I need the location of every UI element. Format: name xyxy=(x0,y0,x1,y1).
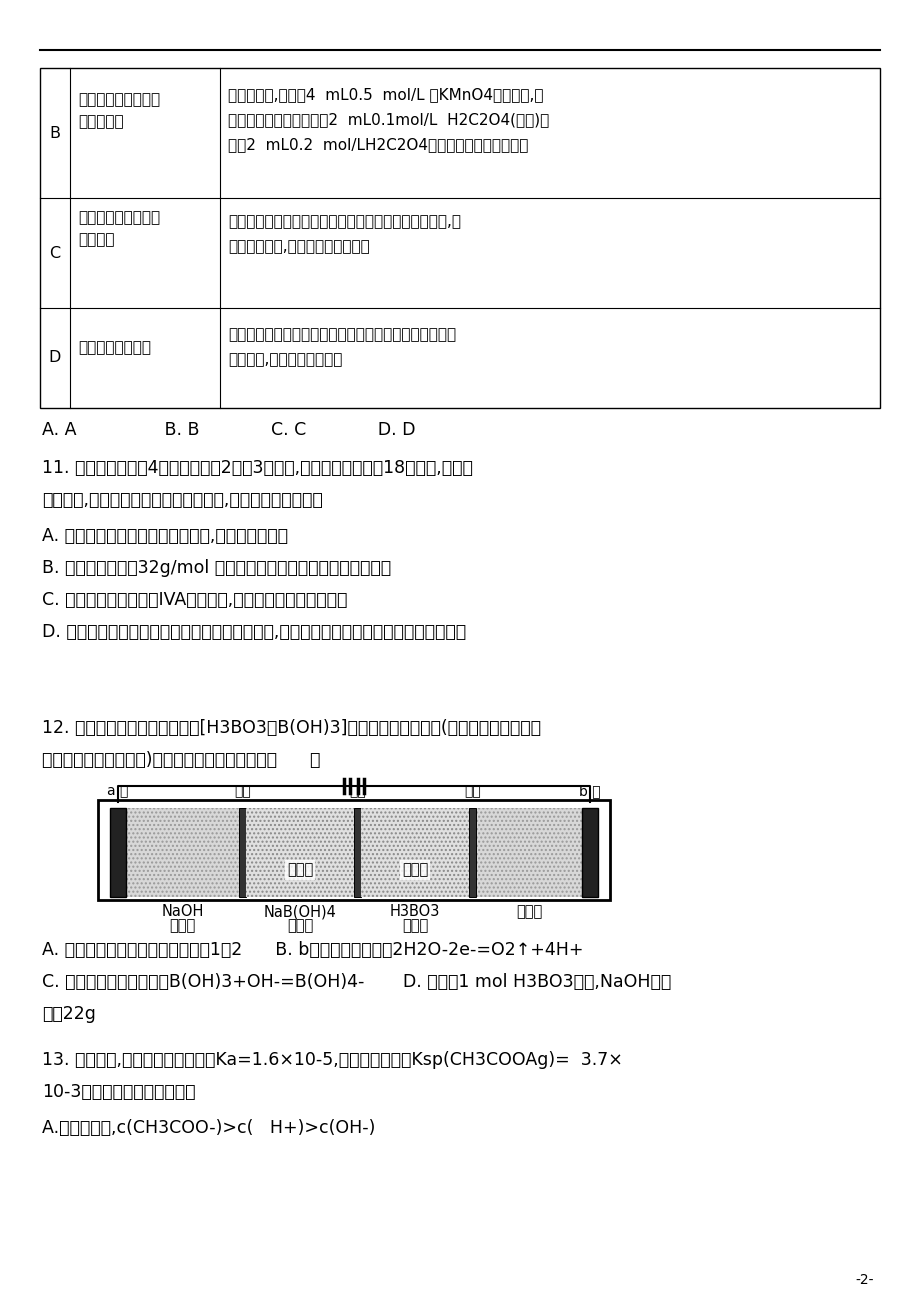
Text: A.醋酸溶液中,c(CH3COO-)>c(   H+)>c(OH-): A.醋酸溶液中,c(CH3COO-)>c( H+)>c(OH-) xyxy=(42,1118,375,1137)
Bar xyxy=(245,809,354,897)
Text: 探究浓度对化学反应: 探究浓度对化学反应 xyxy=(78,92,160,108)
Bar xyxy=(98,799,609,900)
Text: 13. 某温度下,已知醋酸的电离常数Ka=1.6×10-5,醋酸银的溶度积Ksp(CH3COOAg)=  3.7×: 13. 某温度下,已知醋酸的电离常数Ka=1.6×10-5,醋酸银的溶度积Ksp… xyxy=(42,1051,622,1069)
Bar xyxy=(354,809,360,897)
Text: 阳膜: 阳膜 xyxy=(464,784,481,798)
Text: C. 若丙中含有第二周期IVA族的元素,则丙可能是甲烷的同系物: C. 若丙中含有第二周期IVA族的元素,则丙可能是甲烷的同系物 xyxy=(42,591,347,609)
Text: 阴膜: 阴膜 xyxy=(348,784,366,798)
Text: 液和2  mL0.2  mol/LH2C2O4溶液比较反应褪色的快慢: 液和2 mL0.2 mol/LH2C2O4溶液比较反应褪色的快慢 xyxy=(228,138,528,152)
Text: NaB(OH)4: NaB(OH)4 xyxy=(263,905,336,919)
Text: B. 乙的摩尔质量为32g/mol 则乙分子中可能含有极性键、非极性键: B. 乙的摩尔质量为32g/mol 则乙分子中可能含有极性键、非极性键 xyxy=(42,559,391,577)
Text: 浓溶液: 浓溶液 xyxy=(287,918,312,934)
Bar xyxy=(469,809,476,897)
Text: 向用稀硫酸作催化剂的淀粉水解液中加入适量银氨溶液后: 向用稀硫酸作催化剂的淀粉水解液中加入适量银氨溶液后 xyxy=(228,328,456,342)
Text: 提纯含有少量乙酸的: 提纯含有少量乙酸的 xyxy=(78,211,160,225)
Bar xyxy=(239,809,245,897)
Bar xyxy=(582,809,597,897)
Text: -2-: -2- xyxy=(855,1273,873,1286)
Text: B: B xyxy=(50,125,61,141)
Bar xyxy=(245,809,354,897)
Text: 后向两支试管中分别加入2  mL0.1mol/L  H2C2O4(草酸)溶: 后向两支试管中分别加入2 mL0.1mol/L H2C2O4(草酸)溶 xyxy=(228,112,549,128)
Text: 态氢化物,在水中分步电离出两种阴离子,下列推断不正确的是: 态氢化物,在水中分步电离出两种阴离子,下列推断不正确的是 xyxy=(42,491,323,509)
Text: 判断淀粉是否水解: 判断淀粉是否水解 xyxy=(78,341,151,355)
Text: D: D xyxy=(49,350,62,366)
Bar xyxy=(126,809,582,897)
Text: C: C xyxy=(50,246,61,260)
Bar xyxy=(126,809,582,897)
Text: b 极: b 极 xyxy=(579,784,600,798)
Text: 许阳离子和阴离子通过)。下列有关说法正确的是（      ）: 许阳离子和阴离子通过)。下列有关说法正确的是（ ） xyxy=(42,751,320,769)
Text: 增重22g: 增重22g xyxy=(42,1005,96,1023)
Text: 向含有少量乙酸的乙酸乙酯中加入过量饱和碳酸钠溶液,振: 向含有少量乙酸的乙酸乙酯中加入过量饱和碳酸钠溶液,振 xyxy=(228,215,460,229)
Text: 稀硫酸: 稀硫酸 xyxy=(516,905,541,919)
Text: A. A                B. B             C. C             D. D: A. A B. B C. C D. D xyxy=(42,421,415,439)
Bar xyxy=(110,809,126,897)
Text: 取两支试管,各加入4  mL0.5  mol/L 的KMnO4酸性溶液,然: 取两支试管,各加入4 mL0.5 mol/L 的KMnO4酸性溶液,然 xyxy=(228,87,543,103)
Text: a 极: a 极 xyxy=(108,784,129,798)
Text: C. 产品室中发生的反应是B(OH)3+OH-=B(OH)4-       D. 每增加1 mol H3BO3产品,NaOH溶液: C. 产品室中发生的反应是B(OH)3+OH-=B(OH)4- D. 每增加1 … xyxy=(42,973,671,991)
Text: 原料室: 原料室 xyxy=(287,862,312,878)
Text: H3BO3: H3BO3 xyxy=(390,905,440,919)
Text: A. 甲通入硫酸铜溶液中无明显现象,但甲能与碱反应: A. 甲通入硫酸铜溶液中无明显现象,但甲能与碱反应 xyxy=(42,527,288,546)
Text: 稀溶液: 稀溶液 xyxy=(402,918,427,934)
Text: 稀溶液: 稀溶液 xyxy=(169,918,196,934)
Text: A. 阴极与阳极产生的气体体积比为1：2      B. b极的电极反应式为2H2O-2e-=O2↑+4H+: A. 阴极与阳极产生的气体体积比为1：2 B. b极的电极反应式为2H2O-2e… xyxy=(42,941,583,960)
Text: 荡后静置分液,并除去有机相中的水: 荡后静置分液,并除去有机相中的水 xyxy=(228,240,369,254)
Bar xyxy=(360,809,469,897)
Text: 乙酸乙酯: 乙酸乙酯 xyxy=(78,233,114,247)
Text: 10-3。下列有关说法正确的是: 10-3。下列有关说法正确的是 xyxy=(42,1083,196,1101)
Bar xyxy=(40,68,879,408)
Text: NaOH: NaOH xyxy=(161,905,203,919)
Text: 阳膜: 阳膜 xyxy=(233,784,250,798)
Text: 水浴加热,观察是否产生银镜: 水浴加热,观察是否产生银镜 xyxy=(228,353,342,367)
Text: 11. 甲、乙、丙、丁4种物质分别含2种或3种元素,它们的分子中均含18个电子,甲是气: 11. 甲、乙、丙、丁4种物质分别含2种或3种元素,它们的分子中均含18个电子,… xyxy=(42,460,472,477)
Text: 速率的影响: 速率的影响 xyxy=(78,115,123,129)
Bar xyxy=(360,809,469,897)
Text: D. 若丁中各元素质量比跟甲中各元素质量比相同,则丁既可能表现氧化性也可能表现还原性: D. 若丁中各元素质量比跟甲中各元素质量比相同,则丁既可能表现氧化性也可能表现还… xyxy=(42,622,466,641)
Text: 产品室: 产品室 xyxy=(402,862,427,878)
Text: 12. 用惰性电极电解法制备硼酸[H3BO3或B(OH)3]的工作原理如图所示(阳膜和阴膜分别只允: 12. 用惰性电极电解法制备硼酸[H3BO3或B(OH)3]的工作原理如图所示(… xyxy=(42,719,540,737)
